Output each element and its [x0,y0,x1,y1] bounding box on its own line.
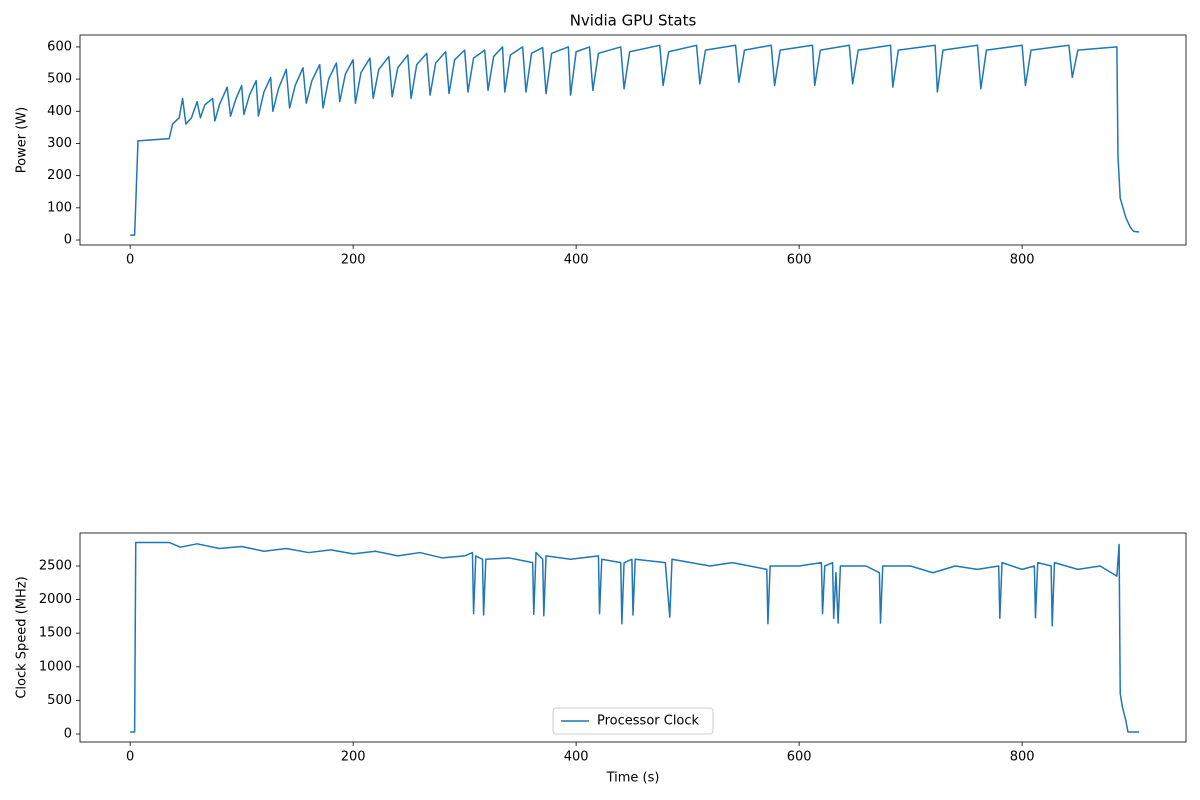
data-line [130,541,1140,733]
x-tick-label: 200 [341,750,366,765]
y-tick-label: 100 [47,200,72,215]
legend-label: Processor Clock [597,714,700,729]
plot-frame [79,34,1187,246]
y-tick-label: 2500 [39,558,72,573]
legend-box [552,707,714,735]
x-tick-label: 400 [564,750,589,765]
chart-title: Nvidia GPU Stats [570,12,697,30]
x-axis-label: Time (s) [606,771,660,786]
x-tick-label: 0 [126,253,134,268]
x-tick-label: 800 [1010,253,1035,268]
y-tick-label: 500 [47,693,72,708]
x-tick-label: 200 [341,253,366,268]
y-tick-label: 1000 [39,659,72,674]
y-tick-label: 300 [47,136,72,151]
y-tick-label: 2000 [39,592,72,607]
data-line [130,44,1140,236]
x-tick-label: 400 [564,253,589,268]
x-tick-label: 600 [787,750,812,765]
x-tick-label: 600 [787,253,812,268]
y-tick-label: 400 [47,104,72,119]
x-tick-label: 0 [126,750,134,765]
y-tick-label: 600 [47,39,72,54]
y-tick-label: 0 [64,233,72,248]
y-tick-label: 200 [47,168,72,183]
y-axis-label: Power (W) [15,107,30,173]
y-tick-label: 0 [64,727,72,742]
x-tick-label: 800 [1010,750,1035,765]
y-tick-label: 1500 [39,626,72,641]
y-tick-label: 500 [47,72,72,87]
y-axis-label: Clock Speed (MHz) [15,576,30,698]
plot-frame [79,532,1187,743]
